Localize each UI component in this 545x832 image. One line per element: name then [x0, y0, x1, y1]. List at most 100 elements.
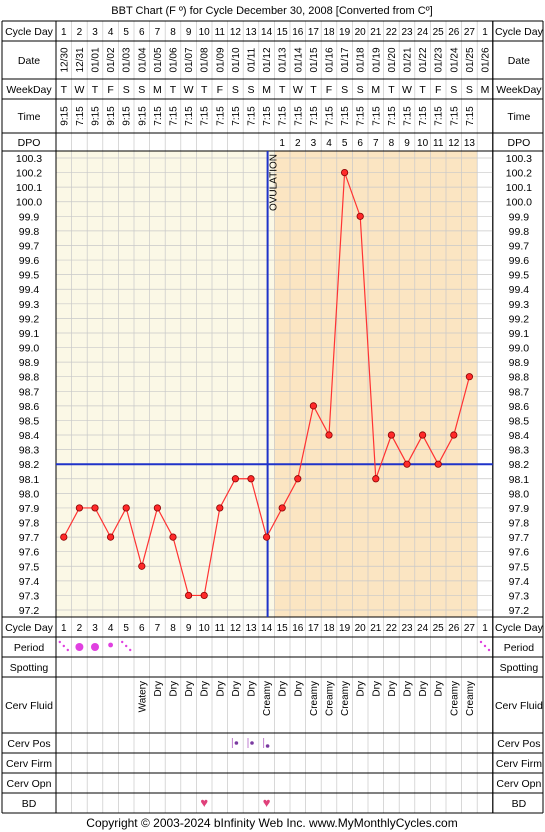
cycle-day-label: 7 [155, 27, 161, 38]
y-tick-left: 97.6 [19, 547, 40, 559]
y-tick-left: 100.3 [16, 153, 42, 165]
y-tick-left: 98.8 [19, 372, 40, 384]
date-label: 01/14 [293, 47, 304, 72]
temperature-point [231, 475, 239, 483]
date-label: 01/12 [262, 47, 273, 72]
time-label: 9:15 [122, 106, 133, 126]
cerv-fluid-label: Creamy [449, 681, 460, 716]
dpo-label: 12 [448, 138, 460, 149]
cycle-day-label: 4 [108, 623, 114, 634]
row-label-left: DPO [18, 137, 41, 149]
row-label-right: Cerv Firm [496, 758, 542, 770]
cycle-day-label: 13 [245, 623, 257, 634]
weekday-label: S [247, 84, 254, 96]
cycle-day-label: 18 [323, 27, 335, 38]
cerv-fluid-label: Dry [356, 681, 367, 697]
weekday-label: F [107, 84, 113, 96]
time-label: 7:15 [465, 106, 476, 126]
time-label: 7:15 [418, 106, 429, 126]
time-label: 7:15 [184, 106, 195, 126]
y-tick-left: 100.0 [16, 197, 42, 209]
date-label: 01/15 [309, 47, 320, 72]
date-label: 01/01 [91, 47, 102, 72]
y-tick-left: 98.1 [19, 474, 40, 486]
temperature-point [60, 533, 68, 541]
cycle-day-label: 25 [433, 623, 445, 634]
cerv-fluid-label: Creamy [309, 681, 320, 716]
y-tick-left: 99.8 [19, 226, 40, 238]
weekday-label: W [402, 84, 412, 96]
dpo-label: 7 [373, 138, 379, 149]
cycle-day-label: 22 [386, 623, 398, 634]
weekday-label: T [92, 84, 99, 96]
cycle-day-label: 24 [417, 623, 429, 634]
y-tick-right: 99.3 [509, 299, 530, 311]
y-tick-left: 98.3 [19, 445, 40, 457]
y-tick-left: 97.9 [19, 503, 40, 515]
time-label: 7:15 [309, 106, 320, 126]
time-label: 7:15 [356, 106, 367, 126]
y-tick-left: 97.7 [19, 532, 40, 544]
date-label: 01/19 [371, 47, 382, 72]
temperature-point [309, 402, 317, 410]
date-label: 01/08 [200, 47, 211, 72]
y-tick-right: 98.9 [509, 357, 530, 369]
bd-heart-icon: ♥ [263, 795, 271, 810]
temperature-point [169, 533, 177, 541]
date-label: 12/30 [59, 47, 70, 72]
cerv-fluid-label: Dry [247, 681, 258, 697]
dpo-label: 11 [433, 138, 444, 149]
cycle-day-label: 1 [61, 623, 67, 634]
weekday-label: W [74, 84, 84, 96]
cycle-day-label: 22 [386, 27, 398, 38]
weekday-label: T [201, 84, 208, 96]
y-tick-right: 97.7 [509, 532, 530, 544]
date-label: 01/06 [169, 47, 180, 72]
cerv-fluid-label: Creamy [262, 681, 273, 716]
temperature-point [138, 562, 146, 570]
cycle-day-label: 11 [215, 623, 226, 634]
temperature-point [387, 431, 395, 439]
temperature-point [450, 431, 458, 439]
temperature-point [372, 475, 380, 483]
cycle-day-label: 15 [277, 623, 289, 634]
weekday-label: S [123, 84, 130, 96]
period-light-dot [62, 644, 65, 648]
period-light-dot [129, 648, 132, 652]
cerv-fluid-label: Creamy [325, 681, 336, 716]
y-tick-right: 98.8 [509, 372, 530, 384]
temperature-point [434, 460, 442, 468]
cycle-day-label: 8 [170, 27, 176, 38]
y-tick-right: 99.6 [509, 255, 530, 267]
row-label-right: Period [504, 642, 535, 654]
y-tick-left: 99.1 [19, 328, 40, 340]
copyright-footer: Copyright © 2003-2024 bInfinity Web Inc.… [86, 816, 457, 830]
y-tick-left: 97.2 [19, 605, 40, 617]
dpo-label: 10 [417, 138, 429, 149]
weekday-label: T [310, 84, 317, 96]
time-label: 7:15 [231, 106, 242, 126]
period-light-dot [479, 640, 483, 644]
weekday-label: T [61, 84, 68, 96]
y-tick-right: 98.1 [509, 474, 530, 486]
time-label: 7:15 [403, 106, 414, 126]
y-tick-left: 99.5 [19, 270, 40, 282]
date-label: 01/11 [247, 47, 258, 72]
row-label-left: Cerv Opn [7, 778, 52, 790]
cerv-fluid-label: Dry [371, 681, 382, 697]
cycle-day-label: 26 [448, 623, 460, 634]
cycle-day-label: 19 [339, 27, 351, 38]
cerv-pos-dot [250, 741, 254, 745]
cycle-day-label: 8 [170, 623, 176, 634]
cerv-fluid-label: Dry [153, 681, 164, 697]
cycle-day-label: 5 [123, 623, 129, 634]
cycle-day-label: 10 [199, 623, 211, 634]
y-tick-left: 99.4 [19, 284, 40, 296]
cerv-fluid-label: Dry [403, 681, 414, 697]
weekday-label: W [293, 84, 303, 96]
cycle-day-label: 4 [108, 27, 114, 38]
time-label: 9:15 [106, 106, 117, 126]
period-medium-dot [108, 642, 113, 648]
cycle-day-label: 1 [482, 623, 488, 634]
